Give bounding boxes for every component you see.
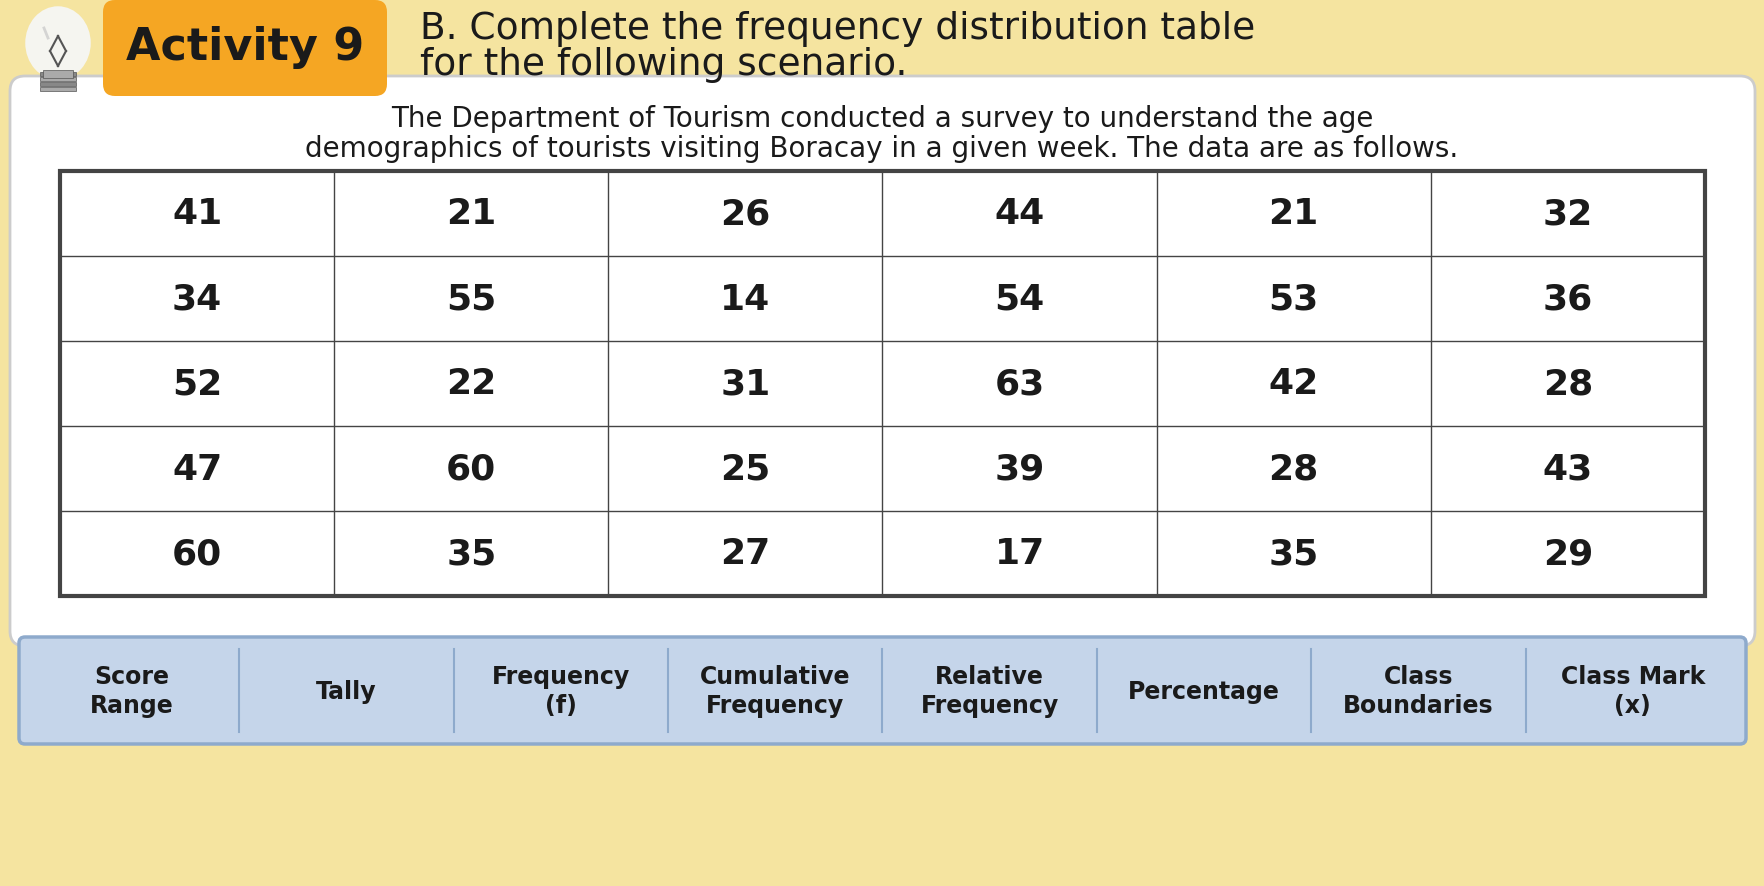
Circle shape — [5, 2, 109, 106]
Text: Score
Range: Score Range — [90, 664, 175, 718]
Text: 17: 17 — [993, 537, 1044, 571]
Text: Tally: Tally — [316, 679, 377, 703]
Text: 32: 32 — [1542, 198, 1593, 231]
Text: 55: 55 — [446, 282, 496, 316]
Text: 60: 60 — [171, 537, 222, 571]
Text: 31: 31 — [720, 367, 771, 401]
Text: 52: 52 — [171, 367, 222, 401]
Text: 14: 14 — [720, 282, 771, 316]
Text: 34: 34 — [171, 282, 222, 316]
Text: for the following scenario.: for the following scenario. — [420, 47, 907, 83]
Text: 44: 44 — [993, 198, 1044, 231]
Text: 47: 47 — [171, 452, 222, 486]
Text: 35: 35 — [1268, 537, 1318, 571]
Text: 28: 28 — [1542, 367, 1593, 401]
Text: Activity 9: Activity 9 — [125, 26, 363, 68]
Text: 27: 27 — [720, 537, 771, 571]
FancyBboxPatch shape — [42, 71, 72, 79]
FancyBboxPatch shape — [41, 88, 76, 92]
Text: 53: 53 — [1268, 282, 1318, 316]
FancyBboxPatch shape — [11, 77, 1753, 646]
Text: 54: 54 — [993, 282, 1044, 316]
Text: 36: 36 — [1542, 282, 1593, 316]
Text: 28: 28 — [1268, 452, 1318, 486]
Text: 43: 43 — [1542, 452, 1593, 486]
Ellipse shape — [26, 9, 88, 79]
Text: The Department of Tourism conducted a survey to understand the age: The Department of Tourism conducted a su… — [390, 105, 1372, 133]
Text: Relative
Frequency: Relative Frequency — [921, 664, 1058, 718]
Text: demographics of tourists visiting Boracay in a given week. The data are as follo: demographics of tourists visiting Boraca… — [305, 135, 1457, 163]
Text: 35: 35 — [446, 537, 496, 571]
Text: 29: 29 — [1542, 537, 1593, 571]
FancyBboxPatch shape — [41, 83, 76, 87]
Text: 22: 22 — [446, 367, 496, 401]
Bar — [60, 172, 1704, 596]
Text: 21: 21 — [1268, 198, 1318, 231]
Text: Class Mark
(x): Class Mark (x) — [1559, 664, 1704, 718]
Text: Percentage: Percentage — [1127, 679, 1279, 703]
Text: 39: 39 — [993, 452, 1044, 486]
Text: Class
Boundaries: Class Boundaries — [1342, 664, 1492, 718]
Text: 63: 63 — [993, 367, 1044, 401]
Text: 60: 60 — [446, 452, 496, 486]
Text: 21: 21 — [446, 198, 496, 231]
FancyBboxPatch shape — [41, 73, 76, 77]
FancyBboxPatch shape — [102, 1, 386, 97]
Text: 42: 42 — [1268, 367, 1318, 401]
Text: 26: 26 — [720, 198, 771, 231]
FancyBboxPatch shape — [19, 637, 1745, 744]
Text: 25: 25 — [720, 452, 771, 486]
Text: B. Complete the frequency distribution table: B. Complete the frequency distribution t… — [420, 11, 1254, 47]
FancyBboxPatch shape — [41, 78, 76, 82]
Text: Cumulative
Frequency: Cumulative Frequency — [700, 664, 850, 718]
Text: 41: 41 — [171, 198, 222, 231]
Text: Frequency
(f): Frequency (f) — [492, 664, 630, 718]
